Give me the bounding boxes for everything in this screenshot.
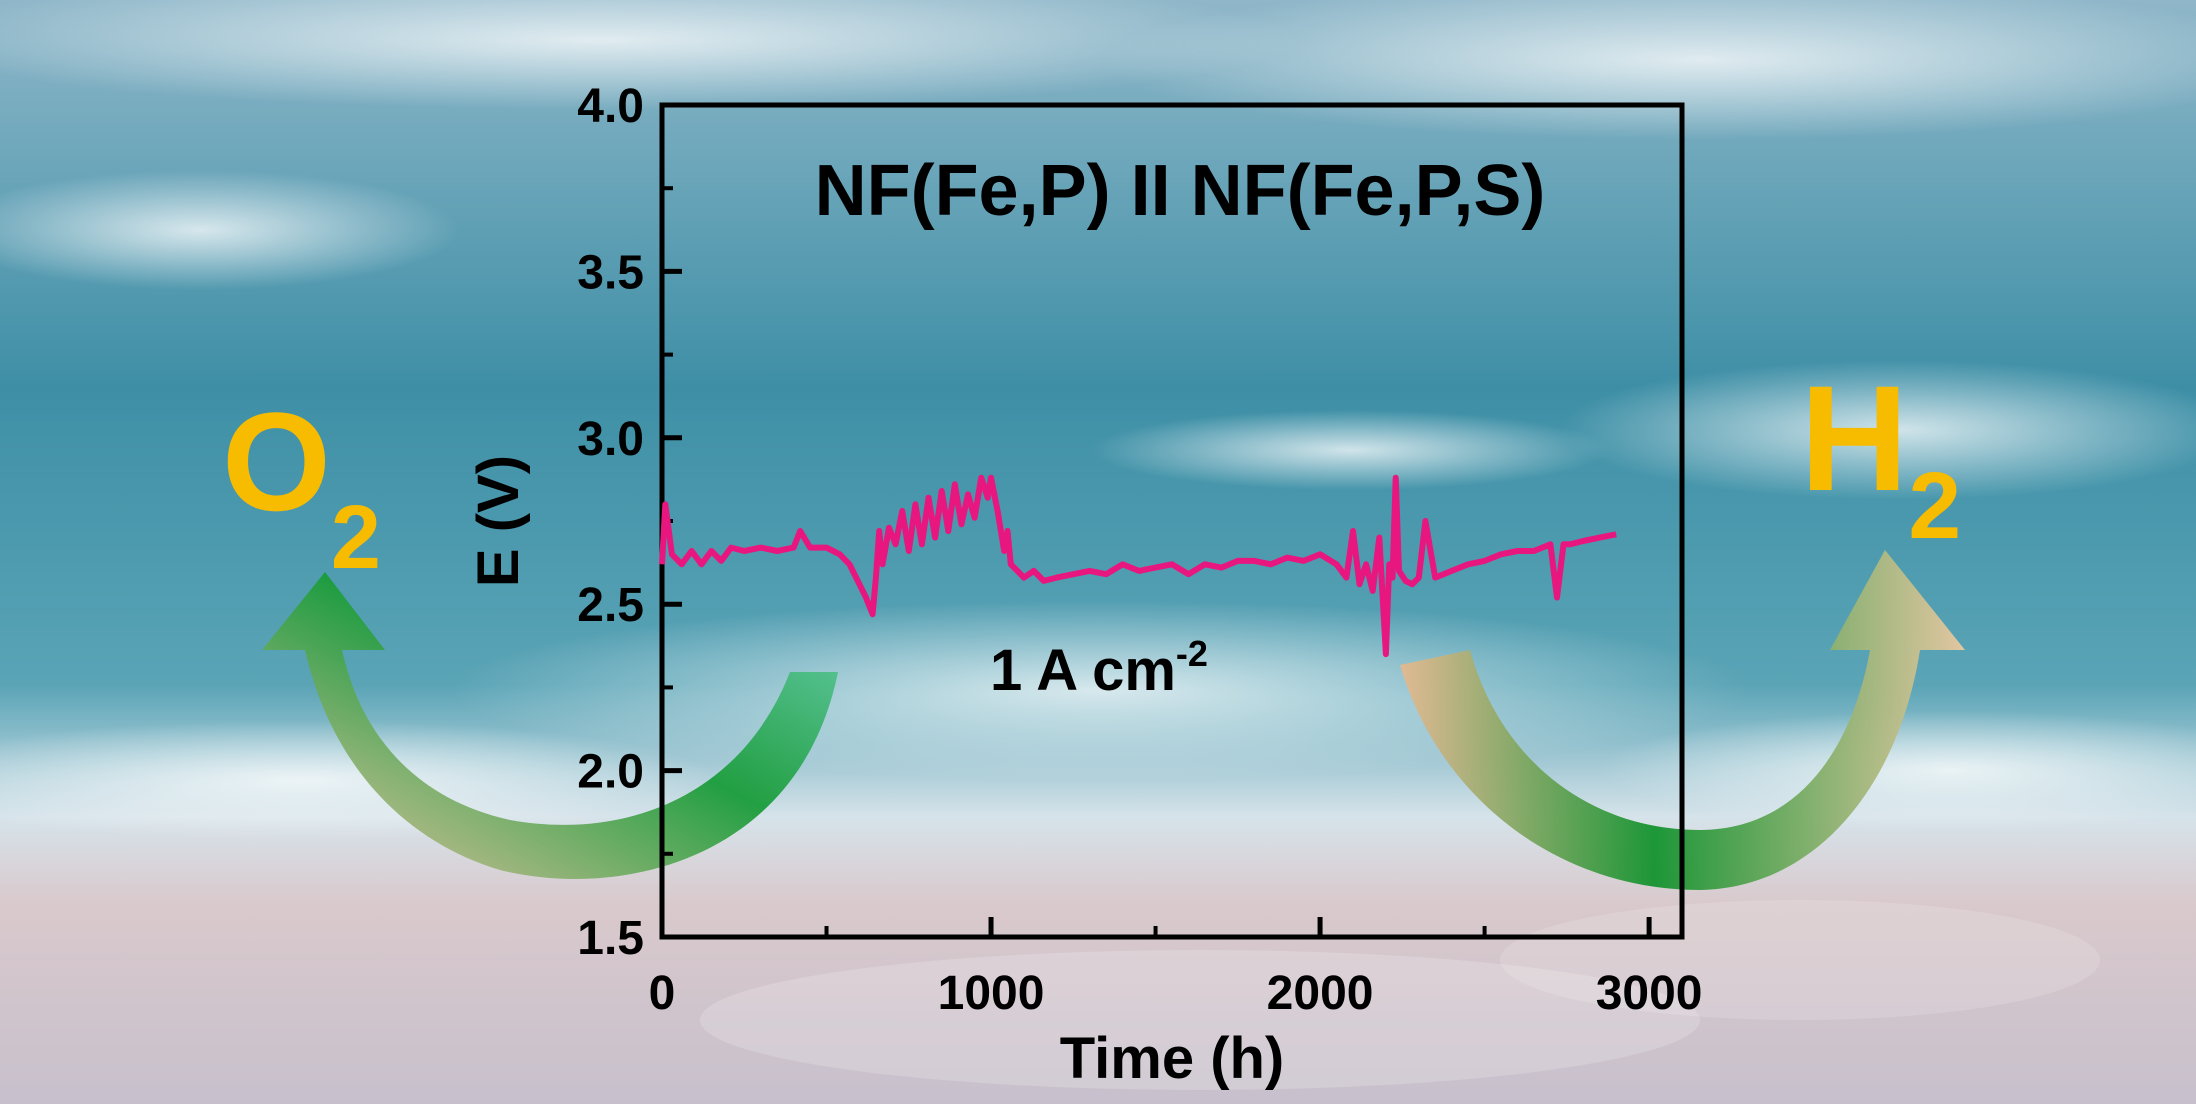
- y-ticks: 1.5 2.0 2.5 3.0 3.5 4.0: [577, 80, 682, 965]
- h2-label: H2: [1800, 354, 1961, 559]
- left-arrow: [262, 572, 838, 879]
- x-axis-label: Time (h): [1060, 1026, 1285, 1091]
- o2-subscript: 2: [331, 488, 381, 588]
- chart-title: NF(Fe,P) II NF(Fe,P,S): [815, 151, 1546, 231]
- x-tick-label: 2000: [1267, 967, 1374, 1020]
- o2-label: O2: [222, 383, 381, 588]
- y-tick-label: 2.5: [577, 579, 644, 632]
- x-tick-label: 1000: [938, 967, 1045, 1020]
- o2-letter: O: [222, 383, 331, 540]
- y-tick-label: 3.5: [577, 246, 644, 299]
- h2-letter: H: [1800, 354, 1908, 522]
- x-tick-label: 3000: [1596, 967, 1703, 1020]
- right-arrow: [1400, 550, 1965, 890]
- x-ticks: 0 1000 2000 3000: [649, 917, 1703, 1020]
- current-density-label: 1 A cm-2: [990, 633, 1208, 703]
- y-tick-label: 1.5: [577, 912, 644, 965]
- series-line: [659, 474, 1617, 658]
- y-axis-label: E (V): [466, 455, 531, 587]
- current-density-superscript: -2: [1176, 633, 1208, 674]
- x-tick-label: 0: [649, 967, 676, 1020]
- y-tick-label: 4.0: [577, 80, 644, 133]
- chart: 1.5 2.0 2.5 3.0 3.5 4.0 0 1000 2000 3000 NF(Fe,P…: [466, 80, 1702, 1091]
- h2-subscript: 2: [1908, 453, 1961, 559]
- y-tick-label: 3.0: [577, 413, 644, 466]
- current-density-text: 1 A cm: [990, 638, 1176, 703]
- y-tick-label: 2.0: [577, 746, 644, 799]
